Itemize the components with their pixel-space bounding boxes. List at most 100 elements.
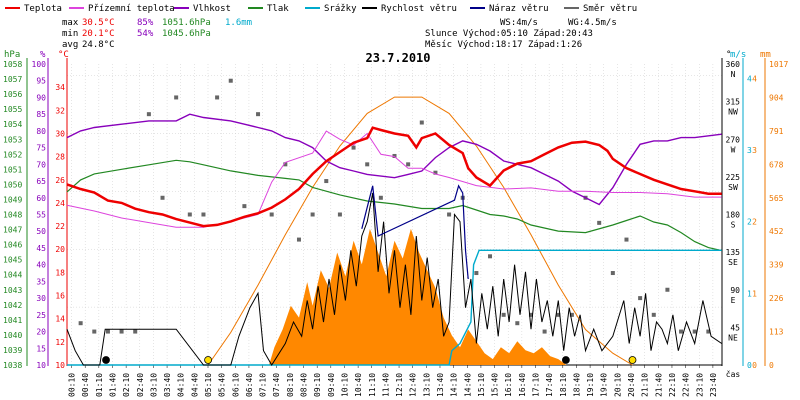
dir-compass-label: W <box>731 145 736 154</box>
pressure-line <box>66 159 722 252</box>
sunshine-curve <box>207 96 633 366</box>
legend-label: Tlak <box>267 4 289 14</box>
mm-tick-label: 1 <box>752 289 757 298</box>
ms-tick-label: 1 <box>747 289 752 298</box>
dir-compass-label: S <box>731 221 736 230</box>
wind-direction-point <box>351 145 356 150</box>
wind-speed-line <box>66 192 722 366</box>
hpa-tick-label: 1045 <box>3 256 22 265</box>
hpa-axis-label: hPa <box>4 50 20 60</box>
x-tick-label: 20:10 <box>613 373 622 397</box>
wm2-tick-label: 113 <box>769 328 784 337</box>
hpa-tick-label: 1054 <box>3 120 22 129</box>
pct-tick-label: 70 <box>36 160 46 169</box>
chart-plots <box>66 78 722 366</box>
hpa-tick-label: 1051 <box>3 165 22 174</box>
hpa-tick-label: 1042 <box>3 301 22 310</box>
x-tick-label: 01:40 <box>108 373 117 397</box>
x-tick-label: 10:40 <box>354 373 363 397</box>
x-tick-label: 09:10 <box>313 373 322 397</box>
pct-tick-label: 45 <box>36 244 46 253</box>
wind-direction-point <box>651 312 656 317</box>
wind-direction-point <box>256 112 261 117</box>
pct-tick-label: 20 <box>36 328 46 337</box>
pct-tick-label: 25 <box>36 311 46 320</box>
pct-axis-label: % <box>40 50 46 60</box>
wind-direction-point <box>78 321 83 326</box>
hpa-tick-label: 1056 <box>3 90 22 99</box>
sunrise-marker <box>204 356 212 364</box>
wind-direction-point <box>665 287 670 292</box>
wind-gust-line <box>361 184 469 280</box>
wind-direction-point <box>324 179 329 184</box>
wind-direction-point <box>269 212 274 217</box>
x-axis-label: čas <box>726 369 741 379</box>
pct-tick-label: 35 <box>36 277 46 286</box>
stats-min-hum: 54% <box>137 29 154 39</box>
wind-direction-point <box>488 254 493 259</box>
wm2-tick-label: 339 <box>769 261 784 270</box>
x-tick-label: 02:40 <box>136 373 145 397</box>
x-tick-label: 17:10 <box>532 373 541 397</box>
wind-direction-point <box>638 296 643 301</box>
hpa-tick-label: 1039 <box>3 346 22 355</box>
dir-tick-label: 90 <box>730 286 740 295</box>
x-tick-label: 13:40 <box>436 373 445 397</box>
chart-axes: hPa% °C °m/s mm1038103910401041104210431044… <box>3 50 788 370</box>
x-tick-label: 21:40 <box>654 373 663 397</box>
stats-min-label: min <box>62 29 78 39</box>
x-tick-label: 22:10 <box>668 373 677 397</box>
dir-tick-label: 270 <box>726 135 741 144</box>
x-tick-label: 15:40 <box>491 373 500 397</box>
mm-axis-label: mm <box>760 50 771 60</box>
x-tick-label: 23:40 <box>709 373 718 397</box>
pct-tick-label: 65 <box>36 177 46 186</box>
wind-direction-point <box>160 195 165 200</box>
wind-direction-point <box>283 162 288 167</box>
wind-direction-point <box>365 162 370 167</box>
humidity-line <box>66 113 722 206</box>
chart-legend: Teplota Přízemní teplota Vlhkost Tlak Srážky… <box>5 4 637 14</box>
wind-direction-point <box>201 212 206 217</box>
x-tick-label: 04:10 <box>177 373 186 397</box>
wm2-tick-label: 452 <box>769 227 784 236</box>
x-tick-label: 06:40 <box>245 373 254 397</box>
wind-direction-point <box>310 212 315 217</box>
x-tick-label: 16:10 <box>504 373 513 397</box>
wind-direction-point <box>378 195 383 200</box>
temp-tick-label: 28 <box>55 153 65 162</box>
wm2-tick-label: 904 <box>769 93 784 102</box>
x-tick-label: 05:10 <box>204 373 213 397</box>
dir-tick-label: 180 <box>726 211 741 220</box>
stats-wg: WG:4.5m/s <box>568 18 617 28</box>
pct-tick-label: 85 <box>36 110 46 119</box>
dir-compass-label: SW <box>728 183 738 192</box>
stats-panel: max 30.5°C 85% 1051.6hPa 1.6mm min 20.1°… <box>62 18 617 50</box>
x-tick-label: 08:10 <box>286 373 295 397</box>
pct-tick-label: 100 <box>32 60 47 69</box>
pct-tick-label: 55 <box>36 211 46 220</box>
x-tick-label: 03:10 <box>149 373 158 397</box>
wind-direction-point <box>597 220 602 225</box>
x-tick-label: 02:10 <box>122 373 131 397</box>
moonset-marker <box>102 356 110 364</box>
hpa-tick-label: 1038 <box>3 361 22 370</box>
x-tick-label: 07:10 <box>259 373 268 397</box>
stats-min-press: 1045.6hPa <box>162 29 211 39</box>
x-tick-label: 11:10 <box>368 373 377 397</box>
x-tick-label: 14:10 <box>450 373 459 397</box>
wind-direction-point <box>542 329 547 334</box>
hpa-tick-label: 1046 <box>3 241 22 250</box>
dir-tick-label: 315 <box>726 98 741 107</box>
hpa-tick-label: 1047 <box>3 226 22 235</box>
wind-direction-point <box>447 212 452 217</box>
pct-tick-label: 60 <box>36 194 46 203</box>
stats-avg-label: avg <box>62 40 78 50</box>
dir-tick-label: 360 <box>726 60 741 69</box>
temp-tick-label: 10 <box>55 361 65 370</box>
wind-direction-point <box>146 112 151 117</box>
legend-label: Náraz větru <box>489 4 549 14</box>
hpa-tick-label: 1050 <box>3 180 22 189</box>
x-tick-label: 22:40 <box>682 373 691 397</box>
pct-tick-label: 95 <box>36 77 46 86</box>
